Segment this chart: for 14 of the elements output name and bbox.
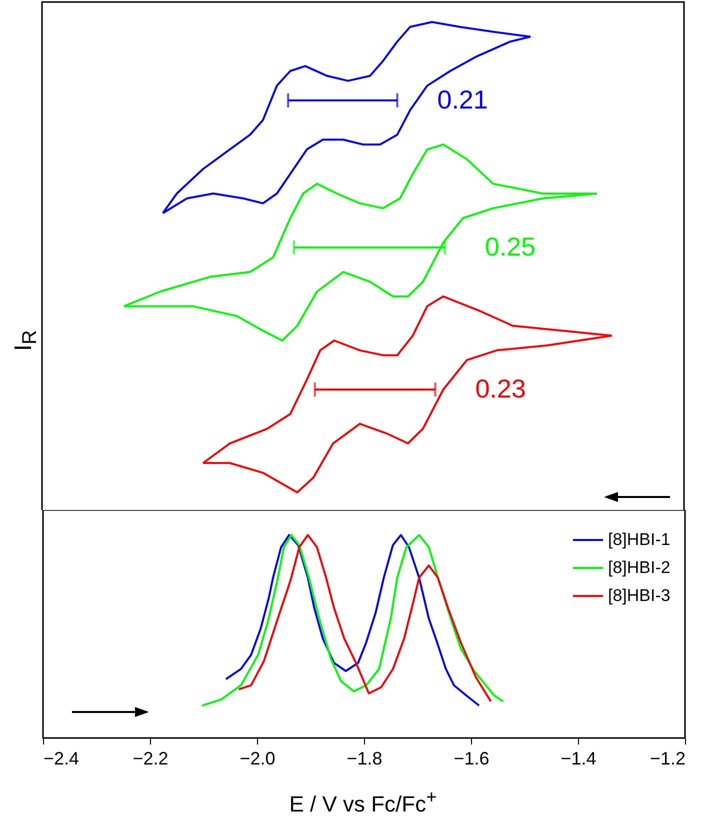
x-axis-title: E / V vs Fc/Fc$^{+}$ — [288, 786, 438, 818]
annotation: 0.21 — [437, 84, 488, 114]
legend-label: [8]HBI-2 — [608, 558, 670, 577]
annotation: 0.23 — [475, 374, 526, 404]
x-tick-label: −1.2 — [650, 748, 686, 768]
legend-label: [8]HBI-3 — [608, 586, 670, 605]
x-tick-label: −2.4 — [44, 748, 80, 768]
annotation: 0.25 — [484, 231, 536, 262]
x-tick-label: −2.0 — [240, 748, 276, 768]
x-tick-label: −2.2 — [132, 748, 168, 768]
x-tick-label: −1.6 — [454, 748, 490, 768]
x-tick-label: −1.8 — [346, 748, 382, 768]
legend-label: [8]HBI-1 — [608, 530, 670, 549]
x-tick-label: −1.4 — [560, 748, 596, 768]
